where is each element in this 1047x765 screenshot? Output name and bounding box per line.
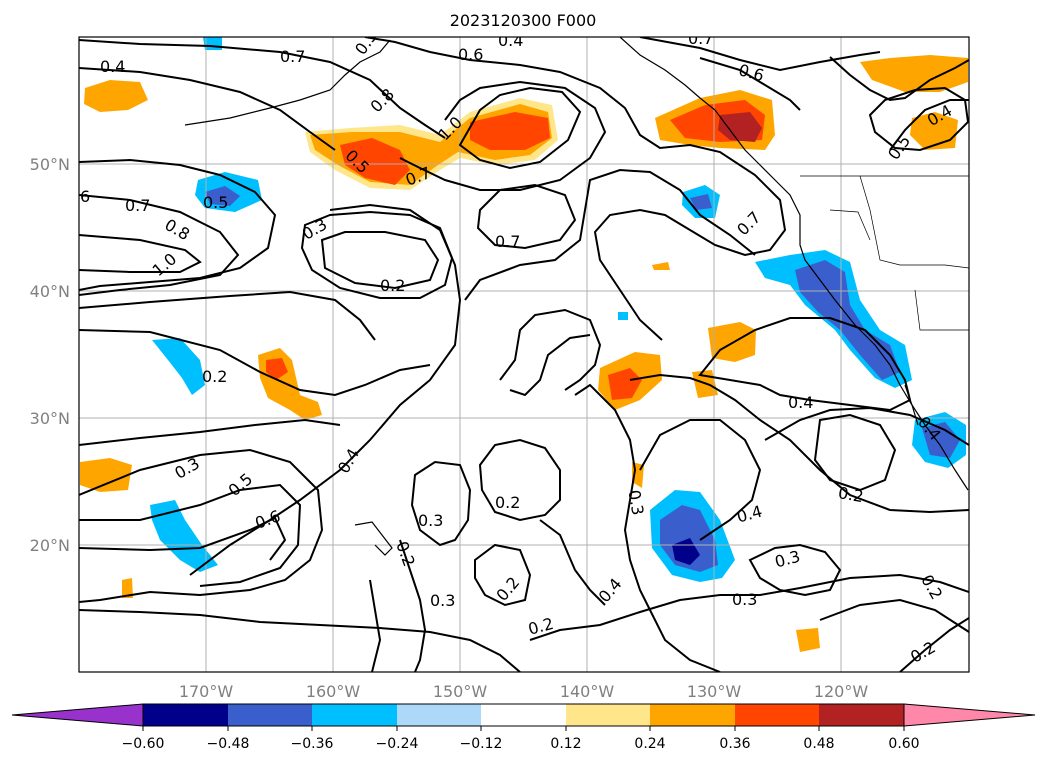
contour-label: 0.3: [418, 511, 443, 530]
lon-tick-label: 130°W: [687, 682, 742, 701]
latitude-labels: 50°N 40°N 30°N 20°N: [30, 155, 70, 555]
colorbar-tick-label: −0.60: [122, 736, 165, 752]
lon-tick-label: 140°W: [560, 682, 615, 701]
graticule: [79, 37, 969, 672]
lon-tick-label: 160°W: [306, 682, 361, 701]
colorbar-ticks: [142, 726, 905, 731]
colorbar-tick-label: −0.12: [460, 736, 503, 752]
colorbar-tick-label: 0.12: [550, 736, 581, 752]
colorbar-swatch: [228, 704, 312, 726]
lat-tick-label: 30°N: [30, 409, 70, 428]
colorbar-tick-label: 0.24: [634, 736, 665, 752]
map-area: 0.4 0.7 0.5 0.6 0.4 0.7 0.6 0.4 0.8 1.0 …: [79, 29, 969, 672]
map-frame: [78, 36, 970, 673]
colorbar-swatch: [819, 704, 904, 726]
contour-label: 0.7: [688, 29, 713, 48]
contour-label: 0.3: [624, 488, 647, 516]
contour-label: 0.7: [495, 232, 520, 251]
map-title: 2023120300 F000: [450, 11, 597, 30]
contour-lines: [79, 37, 969, 672]
contour-label: 0.7: [280, 47, 305, 66]
contour-label: 6: [80, 187, 90, 206]
contour-label: 0.2: [380, 276, 405, 295]
contour-label: 0.2: [837, 483, 865, 506]
contour-label: 0.2: [495, 493, 520, 512]
colorbar-swatch: [481, 704, 566, 726]
colorbar-max-extend: [904, 704, 1035, 726]
colorbar-tick-label: −0.24: [376, 736, 419, 752]
contour-label: 0.3: [430, 591, 455, 610]
lon-tick-label: 150°W: [433, 682, 488, 701]
lat-tick-label: 50°N: [30, 155, 70, 174]
colorbar-swatch: [312, 704, 397, 726]
contour-label: 0.2: [202, 367, 227, 386]
colorbar-swatch: [650, 704, 735, 726]
contour-label: 0.3: [732, 590, 757, 609]
colorbar-tick-label: −0.36: [291, 736, 334, 752]
contour-label: 0.4: [788, 393, 813, 412]
colorbar: −0.60 −0.48 −0.36 −0.24 −0.12 0.12 0.24 …: [11, 703, 1036, 752]
lon-tick-label: 170°W: [179, 682, 234, 701]
colorbar-min-extend: [12, 704, 143, 726]
contour-label: 0.6: [458, 45, 483, 64]
coastlines: [184, 37, 969, 556]
lon-tick-label: 120°W: [814, 682, 869, 701]
colorbar-swatch: [143, 704, 228, 726]
contour-label: 0.4: [100, 57, 125, 76]
longitude-labels: 170°W 160°W 150°W 140°W 130°W 120°W: [179, 682, 869, 701]
colorbar-tick-label: 0.60: [888, 736, 919, 752]
colorbar-swatch: [397, 704, 481, 726]
colorbar-tick-label: 0.48: [803, 736, 834, 752]
colorbar-tick-label: 0.36: [719, 736, 750, 752]
contour-label: 0.4: [498, 31, 523, 50]
lat-tick-label: 20°N: [30, 536, 70, 555]
shaded-regions: [80, 37, 968, 652]
lat-tick-label: 40°N: [30, 282, 70, 301]
contour-label: 0.7: [125, 196, 150, 215]
contour-label: 0.5: [203, 193, 228, 212]
colorbar-swatch: [566, 704, 650, 726]
colorbar-swatch: [735, 704, 819, 726]
colorbar-tick-label: −0.48: [207, 736, 250, 752]
